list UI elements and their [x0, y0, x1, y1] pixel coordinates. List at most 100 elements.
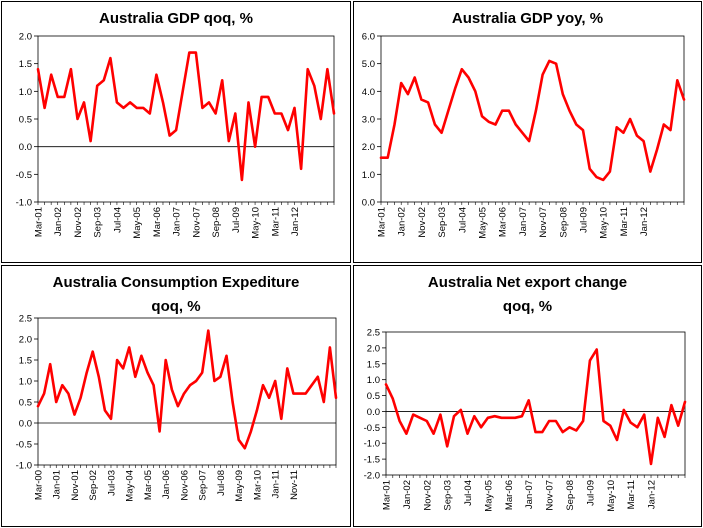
x-tick-label: Nov-02 — [422, 480, 433, 511]
chart-svg: Australia GDP qoq, % 2.0 1.5 1.0 0.5 0.0 -0.5 -… — [16, 10, 336, 239]
x-tick-label: Sep-08 — [558, 207, 569, 238]
x-tick-label: Jul-09 — [585, 480, 596, 506]
chart-title: Australia GDP qoq, % — [99, 10, 253, 27]
y-tick-label: -1.0 — [16, 461, 32, 472]
chart-title: Australia Consumption Expediture — [53, 274, 300, 291]
x-tick-label: Jul-08 — [216, 470, 227, 496]
y-tick-label: 2.0 — [19, 32, 32, 43]
x-tick-label: May-05 — [483, 480, 494, 512]
x-tick-label: Sep-08 — [211, 207, 222, 238]
y-tick-label: 2.5 — [367, 328, 380, 339]
x-tick-label: Sep-03 — [437, 207, 448, 238]
x-tick-label: Jul-09 — [579, 207, 590, 233]
x-tick-label: Mar-06 — [152, 207, 163, 237]
series-line — [384, 348, 687, 466]
y-tick-label: 1.0 — [362, 170, 375, 181]
y-tick-label: -0.5 — [364, 423, 380, 434]
x-tick-label: Jan-02 — [53, 207, 64, 236]
y-tick-label: 5.0 — [362, 59, 375, 70]
x-tick-label: Mar-11 — [626, 480, 637, 509]
y-tick-label: 2.0 — [362, 142, 375, 153]
x-tick-label: May-10 — [599, 207, 610, 239]
y-tick-label: -1.0 — [364, 439, 380, 450]
y-tick-label: 0.5 — [19, 115, 32, 126]
plot-area — [380, 35, 685, 203]
x-tick-label: May-09 — [234, 470, 245, 502]
chart-svg: Australia Consumption Expediture qoq, % 2.… — [16, 274, 338, 502]
x-tick-label: Jul-04 — [457, 207, 468, 233]
x-tick-label: Jul-03 — [106, 470, 117, 496]
y-tick-label: -2.0 — [364, 471, 380, 482]
x-tick-label: May-10 — [606, 480, 617, 512]
y-tick-label: 2.0 — [19, 335, 32, 346]
x-tick-label: Sep-07 — [198, 470, 209, 501]
y-tick-label: 0.0 — [19, 142, 32, 153]
x-tick-label: Jan-07 — [524, 480, 535, 509]
y-tick-label: 0.0 — [367, 407, 380, 418]
y-tick-label: -1.0 — [16, 198, 32, 209]
x-tick-label: Nov-07 — [191, 207, 202, 238]
x-tick-label: Jan-12 — [647, 480, 658, 509]
x-tick-label: Jul-04 — [112, 207, 123, 233]
y-tick-label: 3.0 — [362, 115, 375, 126]
y-tick-label: 2.5 — [19, 314, 32, 325]
chart-title: qoq, % — [503, 298, 552, 315]
x-tick-label: Mar-05 — [143, 470, 154, 500]
y-tick-label: 1.0 — [19, 377, 32, 388]
x-tick-label: Nov-02 — [417, 207, 428, 238]
chart-gdp-qoq: Australia GDP qoq, % 2.0 1.5 1.0 0.5 0.0 -0.5 -… — [1, 1, 351, 263]
plot-area — [37, 35, 335, 203]
y-tick-label: 1.5 — [367, 359, 380, 370]
x-tick-label: Mar-01 — [382, 480, 393, 510]
x-tick-label: May-05 — [478, 207, 489, 239]
y-tick-label: 0.5 — [367, 391, 380, 402]
y-tick-label: 1.5 — [19, 59, 32, 70]
x-tick-label: Jul-09 — [231, 207, 242, 233]
y-tick-label: 2.0 — [367, 343, 380, 354]
x-tick-label: Mar-01 — [34, 207, 45, 237]
x-tick-label: Jan-06 — [161, 470, 172, 499]
chart-title: Australia GDP yoy, % — [452, 10, 603, 27]
chart-net-export-qoq: Australia Net export change qoq, % 2.5 2.0 1… — [353, 265, 702, 527]
x-tick-label: Nov-11 — [289, 470, 300, 500]
x-tick-label: Jan-01 — [52, 470, 63, 499]
chart-svg: Australia GDP yoy, % 6.0 5.0 4.0 3.0 2.0 1.0 0.… — [362, 10, 686, 239]
chart-gdp-yoy: Australia GDP yoy, % 6.0 5.0 4.0 3.0 2.0 1.0 0.… — [353, 1, 702, 263]
x-tick-label: May-10 — [251, 207, 262, 239]
y-tick-label: 0.5 — [19, 398, 32, 409]
plot-area — [385, 331, 686, 476]
y-tick-label: 0.0 — [19, 419, 32, 430]
y-tick-label: 4.0 — [362, 87, 375, 98]
chart-svg: Australia Net export change qoq, % 2.5 2.0 1… — [364, 274, 687, 512]
x-tick-label: Sep-08 — [565, 480, 576, 511]
x-tick-label: Jan-07 — [518, 207, 529, 236]
x-tick-label: Jan-12 — [290, 207, 301, 236]
y-tick-label: -0.5 — [16, 440, 32, 451]
x-tick-label: May-05 — [132, 207, 143, 239]
y-tick-label: -0.5 — [16, 170, 32, 181]
x-tick-label: Mar-10 — [252, 470, 263, 500]
x-tick-label: Sep-03 — [93, 207, 104, 238]
x-tick-label: Sep-03 — [443, 480, 454, 511]
x-tick-label: Mar-01 — [377, 207, 388, 237]
x-tick-label: Jan-02 — [402, 480, 413, 509]
x-tick-label: Mar-00 — [34, 470, 45, 500]
series-line — [379, 59, 686, 182]
y-tick-label: -1.5 — [364, 455, 380, 466]
x-tick-label: Mar-11 — [619, 207, 630, 236]
x-tick-label: Mar-06 — [498, 207, 509, 237]
x-tick-label: May-04 — [125, 470, 136, 502]
y-tick-label: 0.0 — [362, 198, 375, 209]
series-line — [36, 329, 338, 450]
y-tick-label: 1.5 — [19, 356, 32, 367]
y-tick-label: 1.0 — [19, 87, 32, 98]
x-tick-label: Mar-11 — [270, 207, 281, 236]
series-line — [36, 51, 336, 182]
x-tick-label: Jan-12 — [639, 207, 650, 236]
chart-title: Australia Net export change — [428, 274, 627, 291]
chart-consumption-qoq: Australia Consumption Expediture qoq, % 2.… — [1, 265, 351, 527]
x-tick-label: Nov-01 — [70, 470, 81, 501]
x-tick-label: Nov-06 — [179, 470, 190, 501]
x-tick-label: Jan-07 — [172, 207, 183, 236]
chart-title: qoq, % — [151, 298, 200, 315]
